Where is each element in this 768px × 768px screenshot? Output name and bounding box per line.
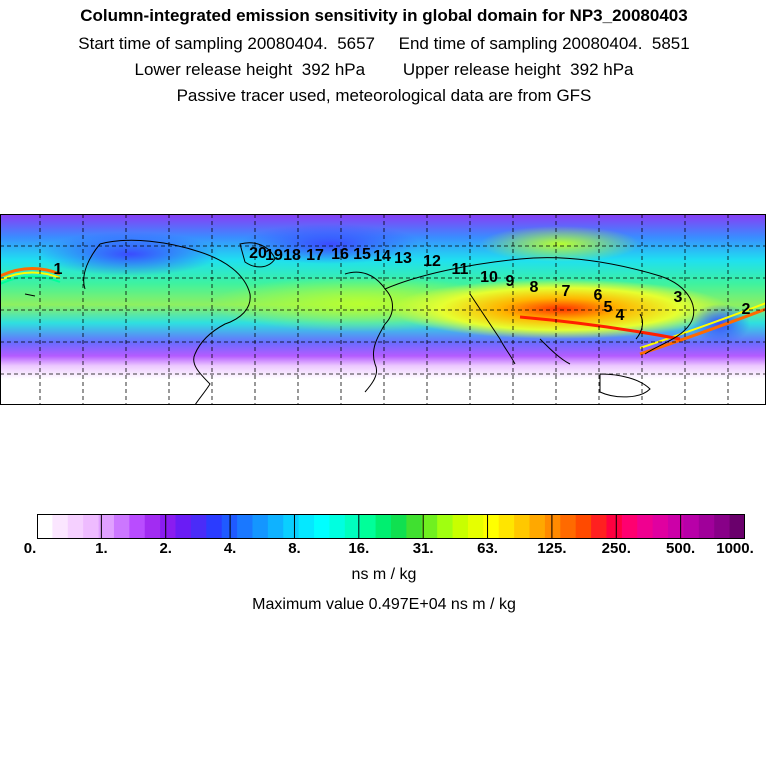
tracer-info-line: Passive tracer used, meteorological data… [176,86,592,105]
colorbar-unit: ns m / kg [351,566,417,583]
colorbar-cell [37,514,53,539]
trajectory-label: 11 [452,261,469,278]
map-frame [0,214,766,405]
colorbar-cell [421,514,438,539]
colorbar-cell [314,514,331,539]
colorbar-cell [467,514,484,539]
trajectory-label: 5 [604,299,613,316]
maximum-value: Maximum value 0.497E+04 ns m / kg [252,596,516,613]
trajectory-label: 15 [353,246,371,263]
colorbar-cell [729,514,745,539]
release-height-line: Lower release height 392 hPa Upper relea… [134,60,634,79]
colorbar-tick-label: 1. [95,540,108,557]
colorbar-cell [591,514,608,539]
trajectory-label: 4 [616,307,625,324]
colorbar-cell [452,514,469,539]
colorbar-cell [252,514,269,539]
colorbar-cell [160,514,177,539]
trajectory-label: 13 [394,250,412,267]
sensitivity-field [0,214,766,405]
colorbar-cell [344,514,361,539]
colorbar-cell [683,514,700,539]
colorbar-cell [237,514,254,539]
trajectory-label: 14 [373,248,391,265]
colorbar-cell [360,514,377,539]
colorbar-cell [67,514,84,539]
colorbar-tick-label: 0. [23,540,37,557]
trajectory-label: 19 [265,247,283,264]
colorbar-cell [498,514,515,539]
trajectory-label: 10 [480,269,498,286]
colorbar-cell [113,514,130,539]
colorbar-cell [375,514,392,539]
colorbar-tick-label: 8. [288,540,301,557]
colorbar-tick-label: 4. [223,540,237,557]
colorbar-cell [698,514,715,539]
chart-title: Column-integrated emission sensitivity i… [80,6,688,25]
colorbar-cell [437,514,454,539]
colorbar-tick-label: 1000. [716,540,754,557]
colorbar-cells [37,514,745,539]
colorbar-frame [37,514,745,539]
lat-lon-grid [0,214,766,405]
colorbar-tick-label: 31. [412,540,434,557]
colorbar-tick-label: 2. [159,540,172,557]
coastlines [24,239,695,405]
colorbar-cell [52,514,69,539]
colorbar-cell [652,514,669,539]
colorbar-cell [575,514,592,539]
trajectory-label: 12 [423,253,441,270]
colorbar-cell [483,514,500,539]
colorbar-tick-label: 250. [601,540,631,557]
colorbar-tick-label: 125. [537,540,567,557]
colorbar-cell [668,514,685,539]
colorbar-cell [621,514,638,539]
trajectory-label: 1 [54,261,63,278]
colorbar-cell [391,514,407,539]
trajectory-label: 3 [674,289,683,306]
colorbar-tick-label: 500. [666,540,696,557]
colorbar-cell [529,514,546,539]
colorbar-cell [129,514,146,539]
trajectory-label: 16 [331,246,349,263]
colorbar-cell [514,514,531,539]
colorbar-dividers [100,514,682,539]
trajectory-label: 17 [306,247,324,264]
trajectory-label: 18 [283,247,301,264]
colorbar-cell [175,514,192,539]
colorbar-tick-label: 63. [477,540,498,557]
colorbar-cell [206,514,223,539]
colorbar-cell [544,514,561,539]
trajectory-label: 9 [506,273,515,290]
sampling-time-line: Start time of sampling 20080404. 5657 En… [78,34,690,53]
colorbar-cell [329,514,346,539]
colorbar-cell [190,514,207,539]
colorbar-cell [83,514,100,539]
colorbar-cell [714,514,731,539]
colorbar-cell [98,514,115,539]
colorbar-cell [144,514,161,539]
colorbar-cell [637,514,654,539]
trajectory-label: 20 [249,245,267,262]
colorbar-cell [283,514,300,539]
colorbar-cell [267,514,284,539]
trajectory-label: 2 [742,301,751,318]
colorbar-tick-label: 16. [348,540,370,557]
trajectory-label: 7 [562,283,571,300]
trajectory-label: 6 [594,287,603,304]
colorbar-cell [560,514,577,539]
colorbar [37,514,745,539]
colorbar-cell [406,514,423,539]
colorbar-cell [606,514,623,539]
colorbar-cell [298,514,315,539]
trajectory-label: 8 [530,279,539,296]
